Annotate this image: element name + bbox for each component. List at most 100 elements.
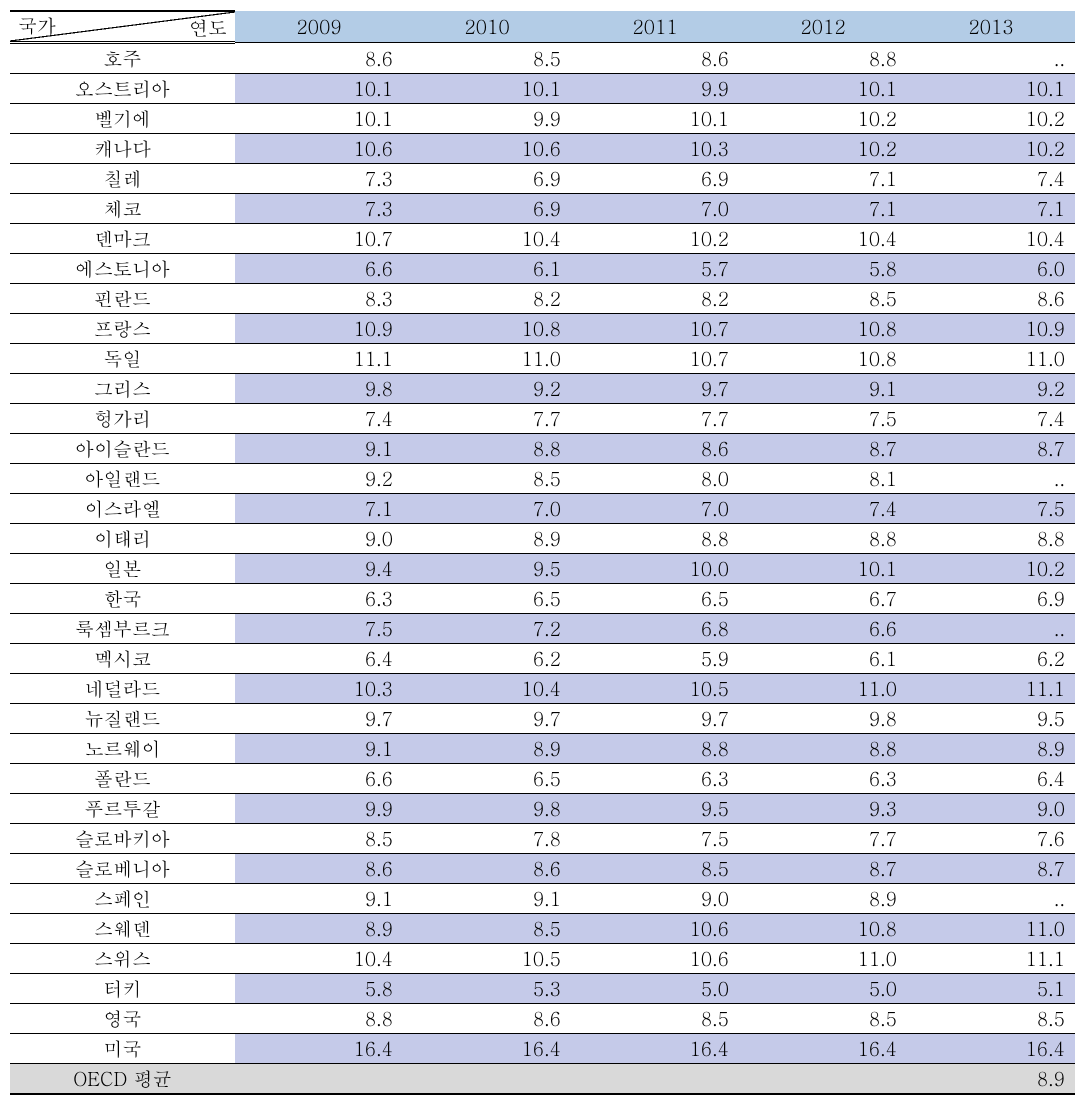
country-cell: 폴란드 bbox=[10, 764, 235, 794]
value-cell: 6.0 bbox=[907, 254, 1075, 284]
value-cell: 8.8 bbox=[907, 524, 1075, 554]
table-row: 멕시코6.46.25.96.16.2 bbox=[10, 644, 1075, 674]
value-cell: 8.6 bbox=[571, 43, 739, 74]
value-cell: 8.9 bbox=[403, 734, 571, 764]
table-row: 스웨덴8.98.510.610.811.0 bbox=[10, 914, 1075, 944]
value-cell: 10.8 bbox=[403, 314, 571, 344]
table-row: 프랑스10.910.810.710.810.9 bbox=[10, 314, 1075, 344]
value-cell: 8.8 bbox=[403, 434, 571, 464]
value-cell: 8.6 bbox=[571, 434, 739, 464]
value-cell: 6.1 bbox=[739, 644, 907, 674]
table-row: 이스라엘7.17.07.07.47.5 bbox=[10, 494, 1075, 524]
value-cell: 6.9 bbox=[571, 164, 739, 194]
value-cell: 8.7 bbox=[739, 434, 907, 464]
table-row: 체코7.36.97.07.17.1 bbox=[10, 194, 1075, 224]
country-cell: 핀란드 bbox=[10, 284, 235, 314]
country-cell: 아일랜드 bbox=[10, 464, 235, 494]
value-cell: 6.3 bbox=[571, 764, 739, 794]
value-cell: 5.7 bbox=[571, 254, 739, 284]
value-cell: 6.5 bbox=[403, 764, 571, 794]
value-cell: 8.9 bbox=[235, 914, 403, 944]
country-cell: 칠레 bbox=[10, 164, 235, 194]
value-cell: 9.8 bbox=[403, 794, 571, 824]
table-row: 벨기에10.19.910.110.210.2 bbox=[10, 104, 1075, 134]
value-cell: 7.5 bbox=[571, 824, 739, 854]
value-cell: 6.6 bbox=[235, 254, 403, 284]
value-cell: 7.0 bbox=[403, 494, 571, 524]
value-cell: 10.6 bbox=[571, 914, 739, 944]
country-cell: 스위스 bbox=[10, 944, 235, 974]
country-cell: 벨기에 bbox=[10, 104, 235, 134]
value-cell: 8.6 bbox=[907, 284, 1075, 314]
value-cell: 10.7 bbox=[235, 224, 403, 254]
table-body: 호주8.68.58.68.8..오스트리아10.110.19.910.110.1… bbox=[10, 43, 1075, 1095]
value-cell: 16.4 bbox=[739, 1034, 907, 1064]
value-cell: 8.1 bbox=[739, 464, 907, 494]
value-cell: 7.8 bbox=[403, 824, 571, 854]
value-cell: 16.4 bbox=[235, 1034, 403, 1064]
value-cell: 8.2 bbox=[571, 284, 739, 314]
value-cell: 8.2 bbox=[403, 284, 571, 314]
value-cell: 7.7 bbox=[571, 404, 739, 434]
table-row: 덴마크10.710.410.210.410.4 bbox=[10, 224, 1075, 254]
value-cell: 5.1 bbox=[907, 974, 1075, 1004]
value-cell: 9.2 bbox=[403, 374, 571, 404]
value-cell: 6.5 bbox=[403, 584, 571, 614]
value-cell: 10.9 bbox=[907, 314, 1075, 344]
value-cell: 6.2 bbox=[403, 644, 571, 674]
value-cell: 9.8 bbox=[739, 704, 907, 734]
value-cell: 8.6 bbox=[235, 43, 403, 74]
value-cell: 10.1 bbox=[739, 554, 907, 584]
value-cell: 8.9 bbox=[403, 524, 571, 554]
value-cell: 10.4 bbox=[403, 224, 571, 254]
value-cell: 7.7 bbox=[403, 404, 571, 434]
value-cell: 8.8 bbox=[739, 524, 907, 554]
country-cell: 스페인 bbox=[10, 884, 235, 914]
value-cell: 6.9 bbox=[403, 164, 571, 194]
table-row: 미국16.416.416.416.416.4 bbox=[10, 1034, 1075, 1064]
average-value-cell bbox=[235, 1064, 403, 1095]
value-cell: 9.7 bbox=[235, 704, 403, 734]
value-cell: 9.1 bbox=[739, 374, 907, 404]
value-cell: 7.2 bbox=[403, 614, 571, 644]
value-cell: 10.1 bbox=[739, 74, 907, 104]
value-cell: 7.4 bbox=[739, 494, 907, 524]
value-cell: 16.4 bbox=[571, 1034, 739, 1064]
value-cell: 7.1 bbox=[739, 164, 907, 194]
value-cell: 6.9 bbox=[907, 584, 1075, 614]
country-cell: 체코 bbox=[10, 194, 235, 224]
value-cell: 7.6 bbox=[907, 824, 1075, 854]
country-cell: 네덜라드 bbox=[10, 674, 235, 704]
table-row: 룩셈부르크7.57.26.86.6.. bbox=[10, 614, 1075, 644]
average-value-cell bbox=[739, 1064, 907, 1095]
value-cell: 10.6 bbox=[403, 134, 571, 164]
value-cell: 10.2 bbox=[907, 554, 1075, 584]
value-cell: 5.9 bbox=[571, 644, 739, 674]
value-cell: 9.4 bbox=[235, 554, 403, 584]
value-cell: 7.4 bbox=[907, 164, 1075, 194]
value-cell: 16.4 bbox=[907, 1034, 1075, 1064]
country-cell: 오스트리아 bbox=[10, 74, 235, 104]
value-cell: 9.7 bbox=[571, 704, 739, 734]
header-year-1: 2010 bbox=[403, 11, 571, 43]
value-cell: 9.9 bbox=[571, 74, 739, 104]
value-cell: 10.2 bbox=[907, 104, 1075, 134]
value-cell: 7.1 bbox=[907, 194, 1075, 224]
value-cell: 10.5 bbox=[571, 674, 739, 704]
value-cell: 10.4 bbox=[403, 674, 571, 704]
value-cell: 7.4 bbox=[235, 404, 403, 434]
table-row: 오스트리아10.110.19.910.110.1 bbox=[10, 74, 1075, 104]
country-cell: 슬로바키아 bbox=[10, 824, 235, 854]
header-year-0: 2009 bbox=[235, 11, 403, 43]
country-cell: 노르웨이 bbox=[10, 734, 235, 764]
value-cell: 10.1 bbox=[235, 74, 403, 104]
average-value-cell bbox=[403, 1064, 571, 1095]
country-cell: 룩셈부르크 bbox=[10, 614, 235, 644]
value-cell: 10.5 bbox=[403, 944, 571, 974]
value-cell: 8.8 bbox=[571, 524, 739, 554]
value-cell: 10.2 bbox=[907, 134, 1075, 164]
value-cell: 10.4 bbox=[739, 224, 907, 254]
value-cell: 10.9 bbox=[235, 314, 403, 344]
value-cell: 6.3 bbox=[739, 764, 907, 794]
value-cell: 9.0 bbox=[571, 884, 739, 914]
